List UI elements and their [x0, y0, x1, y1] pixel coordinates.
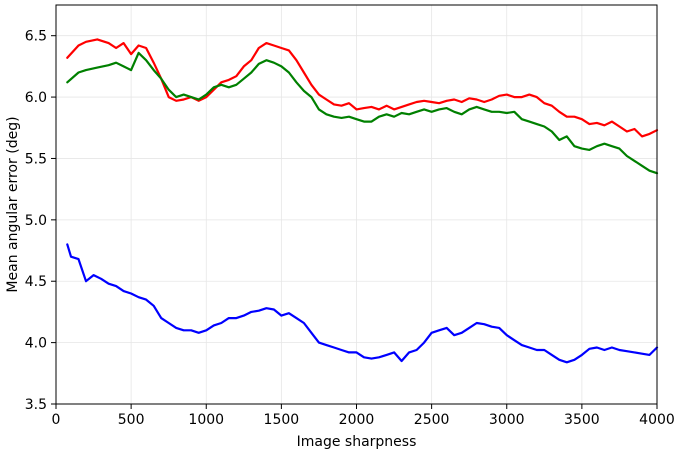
- x-axis-label: Image sharpness: [297, 434, 417, 450]
- x-tick-label: 3000: [489, 412, 525, 428]
- series-line-2: [66, 243, 659, 364]
- x-tick-label: 1000: [188, 412, 224, 428]
- y-tick-label: 5.0: [25, 213, 47, 229]
- y-axis: 3.5 4.0 4.5 5.0 5.5 6.0 6.5: [25, 29, 56, 413]
- y-tick-label: 6.0: [25, 90, 47, 106]
- x-tick-label: 0: [52, 412, 61, 428]
- y-tick-label: 5.5: [25, 151, 47, 167]
- y-tick-label: 3.5: [25, 397, 47, 413]
- y-tick-label: 4.5: [25, 274, 47, 290]
- series-line-0: [66, 38, 659, 138]
- series-lines: [66, 38, 659, 364]
- x-tick-label: 3500: [564, 412, 600, 428]
- y-tick-label: 4.0: [25, 336, 47, 352]
- series-line-1: [66, 51, 659, 175]
- x-axis: 0 500 1000 1500 2000 2500 3000 3500 4000: [52, 404, 675, 428]
- y-axis-label: Mean angular error (deg): [5, 116, 21, 292]
- x-tick-label: 500: [118, 412, 145, 428]
- x-tick-label: 2000: [339, 412, 375, 428]
- x-tick-label: 4000: [639, 412, 675, 428]
- y-tick-label: 6.5: [25, 29, 47, 45]
- x-tick-label: 2500: [414, 412, 450, 428]
- x-tick-label: 1500: [264, 412, 300, 428]
